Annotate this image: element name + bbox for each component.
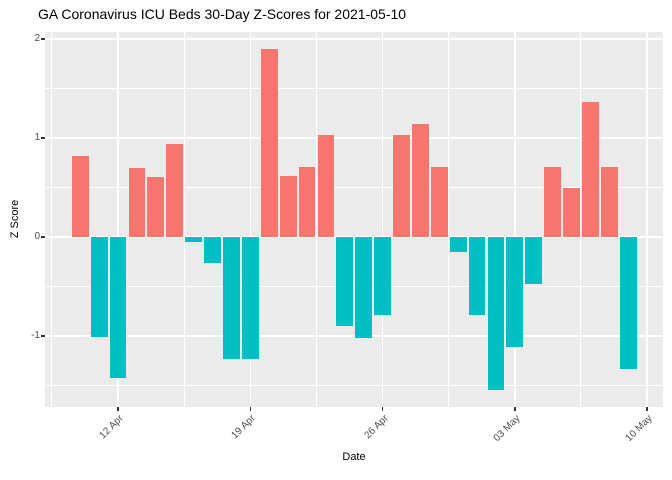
bar-2021-04-28 xyxy=(411,124,429,237)
y-tick-mark xyxy=(41,335,45,337)
bar-2021-05-01 xyxy=(468,236,486,315)
y-minor-gridline xyxy=(45,186,663,188)
bar-2021-04-23 xyxy=(317,134,335,237)
bar-2021-04-12 xyxy=(109,236,127,379)
bar-2021-04-14 xyxy=(147,177,165,237)
y-minor-gridline xyxy=(45,285,663,287)
bar-2021-04-18 xyxy=(223,236,240,359)
plot-panel xyxy=(45,32,663,407)
bar-2021-04-13 xyxy=(128,167,146,237)
bar-2021-05-07 xyxy=(582,102,599,237)
y-major-gridline xyxy=(45,38,663,40)
y-tick-mark xyxy=(41,137,45,139)
x-major-gridline xyxy=(514,32,516,407)
y-major-gridline xyxy=(45,137,663,139)
bar-2021-04-19 xyxy=(241,236,259,359)
y-tick-mark xyxy=(41,236,45,238)
y-tick-mark xyxy=(41,38,45,40)
x-minor-gridline xyxy=(448,32,450,407)
x-tick-mark xyxy=(381,407,384,411)
bar-2021-05-09 xyxy=(619,236,637,370)
bar-2021-04-20 xyxy=(260,48,278,237)
x-major-gridline xyxy=(646,32,648,407)
y-tick-label: -1 xyxy=(31,329,40,341)
bar-2021-05-08 xyxy=(600,166,618,237)
bar-2021-05-04 xyxy=(525,236,543,285)
bar-2021-04-10 xyxy=(71,155,89,237)
bar-2021-04-27 xyxy=(393,134,410,237)
x-axis-title: Date xyxy=(342,451,366,463)
y-tick-label: 0 xyxy=(34,230,40,242)
x-major-gridline xyxy=(381,32,384,407)
bar-2021-04-17 xyxy=(204,236,221,263)
bar-2021-04-25 xyxy=(355,236,373,338)
bar-2021-04-26 xyxy=(374,236,391,315)
bar-2021-04-15 xyxy=(166,143,184,237)
bar-2021-04-24 xyxy=(336,236,354,326)
x-major-gridline xyxy=(249,32,252,407)
x-tick-mark xyxy=(249,407,252,411)
bar-2021-04-21 xyxy=(279,176,297,237)
y-axis-title: Z Score xyxy=(9,199,21,239)
bar-2021-04-22 xyxy=(298,166,316,237)
bar-2021-04-30 xyxy=(449,236,467,252)
y-minor-gridline xyxy=(45,87,663,89)
x-tick-label: 12 Apr xyxy=(97,413,126,442)
x-minor-gridline xyxy=(51,32,53,407)
y-major-gridline xyxy=(45,335,663,337)
x-minor-gridline xyxy=(580,32,582,407)
bar-2021-04-16 xyxy=(185,236,203,242)
x-minor-gridline xyxy=(315,32,317,407)
y-tick-label: 1 xyxy=(34,131,40,143)
chart-title: GA Coronavirus ICU Beds 30-Day Z-Scores … xyxy=(38,6,407,22)
x-tick-label: 03 May xyxy=(491,413,523,444)
x-major-gridline xyxy=(117,32,119,407)
x-minor-gridline xyxy=(183,32,185,407)
bar-2021-04-29 xyxy=(430,166,448,237)
y-minor-gridline xyxy=(45,384,663,386)
x-tick-mark xyxy=(646,407,648,411)
y-tick-label: 2 xyxy=(34,32,40,44)
bar-2021-05-06 xyxy=(563,188,580,237)
bar-2021-05-03 xyxy=(506,236,524,347)
x-tick-label: 26 Apr xyxy=(362,413,391,442)
bar-2021-05-02 xyxy=(487,236,505,391)
y-major-gridline xyxy=(45,236,663,238)
x-tick-mark xyxy=(117,407,119,411)
bar-2021-05-05 xyxy=(544,166,562,237)
x-tick-label: 10 May xyxy=(623,413,655,444)
bar-2021-04-11 xyxy=(90,236,108,337)
x-tick-mark xyxy=(514,407,516,411)
x-tick-label: 19 Apr xyxy=(229,413,259,442)
